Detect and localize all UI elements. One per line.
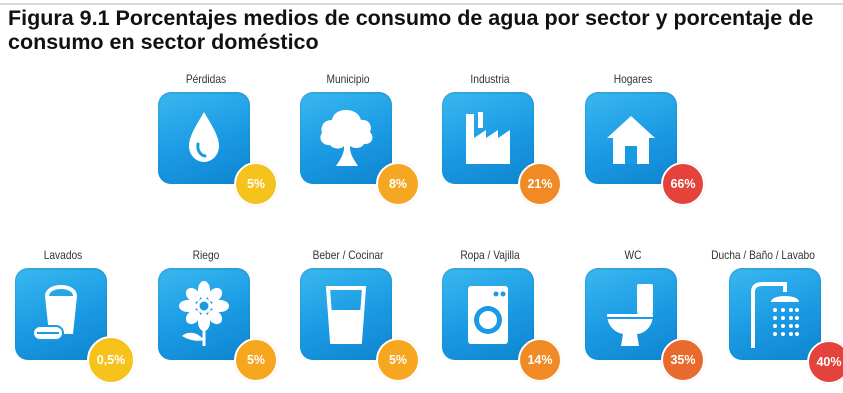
sector-icon-box [585, 92, 677, 184]
domestic-label: Beber / Cocinar [312, 248, 384, 262]
domestic-label: Ducha / Baño / Lavabo [711, 248, 815, 262]
title-rule [0, 3, 843, 5]
domestic-icon-box [729, 268, 821, 360]
domestic-icon-box [158, 268, 250, 360]
domestic-tile-lavados: Lavados 0,5% [13, 248, 135, 384]
sector-icon-box [300, 92, 392, 184]
sector-label: Pérdidas [185, 72, 227, 86]
flower-icon [179, 281, 229, 346]
water-drop-icon [189, 112, 219, 162]
percent-badge: 40% [807, 340, 843, 384]
domestic-label: Riego [192, 248, 220, 262]
domestic-icon-box [442, 268, 534, 360]
sector-tile-perdidas: Pérdidas 5% [156, 72, 278, 206]
sector-tile-municipio: Municipio 8% [298, 72, 420, 206]
percent-badge: 5% [234, 162, 278, 206]
percent-badge: 66% [661, 162, 705, 206]
percent-badge: 8% [376, 162, 420, 206]
washing-machine-icon [468, 286, 508, 344]
sector-label: Municipio [326, 72, 370, 86]
sector-label: Hogares [613, 72, 653, 86]
domestic-label: Lavados [43, 248, 83, 262]
domestic-tile-riego: Riego 5% [156, 248, 278, 382]
percent-badge: 35% [661, 338, 705, 382]
domestic-tile-wc: WC 35% [583, 248, 705, 382]
sector-tile-industria: Industria 21% [440, 72, 562, 206]
domestic-icon-box [585, 268, 677, 360]
domestic-label: WC [624, 248, 642, 262]
toilet-icon [607, 284, 653, 346]
tree-icon [320, 110, 373, 166]
percent-badge: 5% [234, 338, 278, 382]
glass-of-water-icon [325, 286, 367, 344]
bucket-sponge-icon [32, 285, 77, 341]
sector-icon-box [158, 92, 250, 184]
percent-badge: 5% [376, 338, 420, 382]
sector-icon-box [442, 92, 534, 184]
domestic-icon-box [15, 268, 107, 360]
domestic-label: Ropa / Vajilla [460, 248, 520, 262]
domestic-tile-beber-cocinar: Beber / Cocinar 5% [298, 248, 420, 382]
house-icon [607, 116, 655, 164]
percent-badge: 0,5% [87, 336, 135, 384]
domestic-tile-ducha: Ducha / Baño / Lavabo 40% [711, 248, 843, 384]
percent-badge: 14% [518, 338, 562, 382]
percent-badge: 21% [518, 162, 562, 206]
sector-label: Industria [470, 72, 510, 86]
shower-icon [751, 282, 799, 348]
page-title: Figura 9.1 Porcentajes medios de consumo… [8, 6, 814, 54]
factory-icon [466, 112, 510, 164]
domestic-tile-ropa-vajilla: Ropa / Vajilla 14% [440, 248, 562, 382]
sector-tile-hogares: Hogares 66% [583, 72, 705, 206]
domestic-icon-box [300, 268, 392, 360]
